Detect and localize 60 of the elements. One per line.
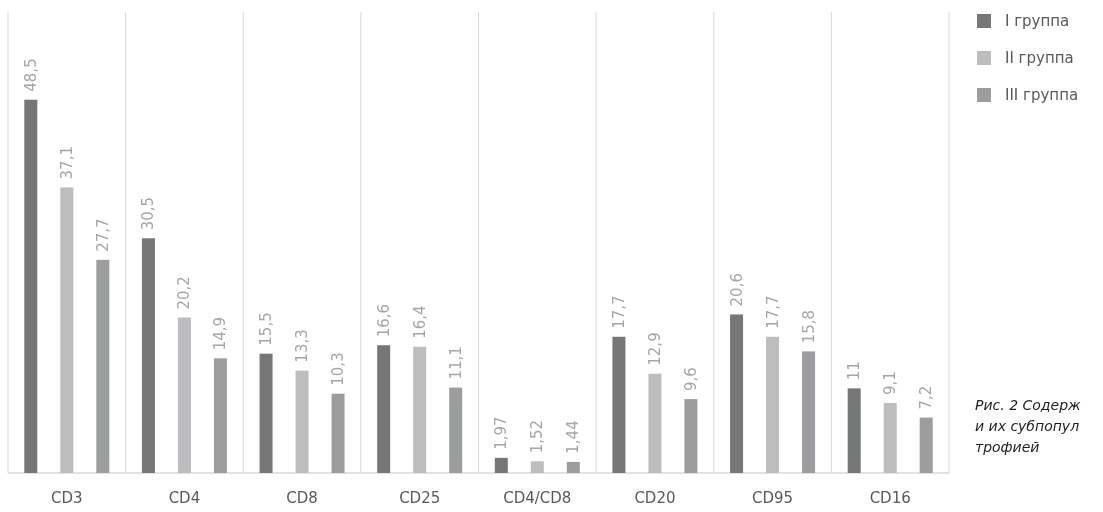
data-label: 14,9	[211, 316, 230, 351]
bar	[883, 402, 897, 473]
data-label: 1,52	[528, 419, 547, 454]
data-label: 20,2	[175, 276, 194, 310]
x-tick-label: CD4	[168, 489, 201, 507]
data-label: 16,4	[410, 305, 429, 339]
bar	[494, 457, 508, 473]
data-label: 30,5	[139, 196, 158, 231]
bar	[96, 259, 110, 473]
bar	[413, 346, 427, 473]
bar	[24, 99, 38, 473]
bar	[919, 417, 933, 473]
data-label: 10,3	[329, 352, 348, 386]
legend-label: III группа	[1005, 86, 1079, 104]
data-label: 20,6	[727, 273, 746, 307]
bar	[331, 393, 345, 473]
bar	[648, 373, 662, 473]
bar	[766, 336, 780, 473]
data-label: 9,1	[881, 371, 900, 395]
text: Рис. 2 Содерж и их субпопул трофией	[975, 397, 1082, 455]
data-label: 9,6	[681, 367, 700, 392]
data-label: 13,3	[293, 329, 312, 363]
x-tick-label: CD8	[286, 489, 318, 507]
data-label: 48,5	[21, 58, 40, 92]
data-label: 11,1	[446, 346, 465, 380]
data-label: 16,6	[374, 303, 393, 338]
data-label: 27,7	[93, 218, 112, 252]
data-label: 12,9	[645, 332, 664, 366]
bar	[295, 370, 309, 473]
bar	[377, 345, 391, 473]
legend-label: I группа	[1005, 12, 1070, 30]
data-label: 37,1	[57, 146, 76, 180]
data-label: 15,8	[799, 309, 818, 344]
x-tick-label: CD20	[634, 489, 676, 507]
bar	[449, 387, 463, 473]
x-tick-label: CD95	[752, 489, 794, 507]
bar	[684, 399, 698, 473]
data-label: 11	[845, 361, 864, 381]
bar	[730, 314, 744, 473]
bar	[213, 358, 227, 473]
data-label: 17,7	[609, 295, 628, 329]
bar	[60, 187, 74, 473]
data-label: 17,7	[763, 295, 782, 329]
bar	[530, 461, 544, 473]
x-tick-label: CD3	[51, 489, 83, 507]
bar	[566, 461, 580, 473]
x-tick-label: CD25	[399, 489, 441, 507]
bar	[141, 238, 155, 473]
bar	[259, 353, 273, 473]
bar	[612, 336, 626, 473]
data-label: 1,44	[564, 420, 583, 454]
x-tick-label: CD4/CD8	[503, 489, 572, 507]
data-label: 15,5	[257, 312, 276, 346]
bar	[847, 388, 861, 473]
legend-label: II группа	[1005, 49, 1074, 67]
x-tick-label: CD16	[869, 489, 911, 507]
bar	[177, 317, 191, 473]
bar	[802, 351, 816, 473]
data-label: 7,2	[917, 385, 936, 410]
data-label: 1,97	[492, 416, 511, 450]
